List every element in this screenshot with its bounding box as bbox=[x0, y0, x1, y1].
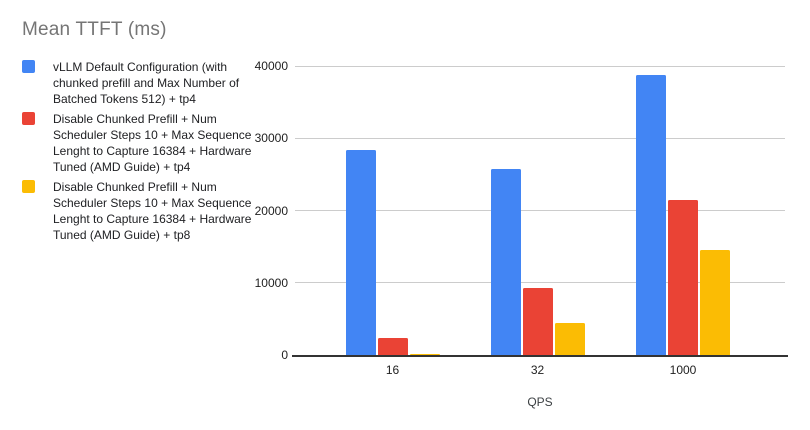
legend-label: Disable Chunked Prefill + Num Scheduler … bbox=[53, 112, 252, 174]
plot-area: 16 32 1000 QPS bbox=[292, 65, 788, 409]
y-tick-label: 10000 bbox=[254, 275, 288, 290]
bar-16-series3 bbox=[409, 353, 440, 355]
gridline-20000 bbox=[295, 210, 785, 211]
y-tick-label: 40000 bbox=[254, 59, 288, 73]
bar-32-series1 bbox=[490, 168, 521, 355]
bar-1000-series2 bbox=[668, 199, 698, 355]
legend-item-1: vLLM Default Configuration (with chunked… bbox=[22, 59, 252, 107]
legend-label: vLLM Default Configuration (with chunked… bbox=[53, 60, 240, 106]
legend-item-2: Disable Chunked Prefill + Num Scheduler … bbox=[22, 111, 252, 175]
y-tick-label: 30000 bbox=[254, 131, 288, 146]
gridline-30000 bbox=[295, 137, 785, 139]
bar-32-series3 bbox=[554, 322, 585, 355]
legend-label: Disable Chunked Prefill + Num Scheduler … bbox=[53, 180, 252, 242]
legend-swatch-icon bbox=[22, 180, 35, 193]
bar-32-series2 bbox=[522, 287, 553, 355]
y-tick-label: 0 bbox=[281, 348, 288, 362]
chart-legend: vLLM Default Configuration (with chunked… bbox=[22, 59, 252, 247]
x-tick-label: 1000 bbox=[669, 363, 697, 377]
gridline-10000 bbox=[295, 282, 785, 284]
y-tick-label: 20000 bbox=[254, 203, 288, 218]
bar-1000-series3 bbox=[700, 250, 730, 355]
x-tick-label: 16 bbox=[385, 363, 400, 377]
chart-title: Mean TTFT (ms) bbox=[22, 19, 167, 40]
x-tick-label: 32 bbox=[530, 363, 545, 377]
legend-item-3: Disable Chunked Prefill + Num Scheduler … bbox=[22, 179, 252, 243]
legend-swatch-icon bbox=[22, 60, 35, 73]
legend-swatch-icon bbox=[22, 112, 35, 125]
gridline-40000 bbox=[295, 65, 785, 67]
bar-1000-series1 bbox=[636, 74, 666, 355]
x-axis-line bbox=[292, 355, 788, 357]
bar-16-series2 bbox=[377, 338, 408, 355]
x-axis-title: QPS bbox=[527, 395, 553, 409]
bar-16-series1 bbox=[345, 149, 376, 355]
